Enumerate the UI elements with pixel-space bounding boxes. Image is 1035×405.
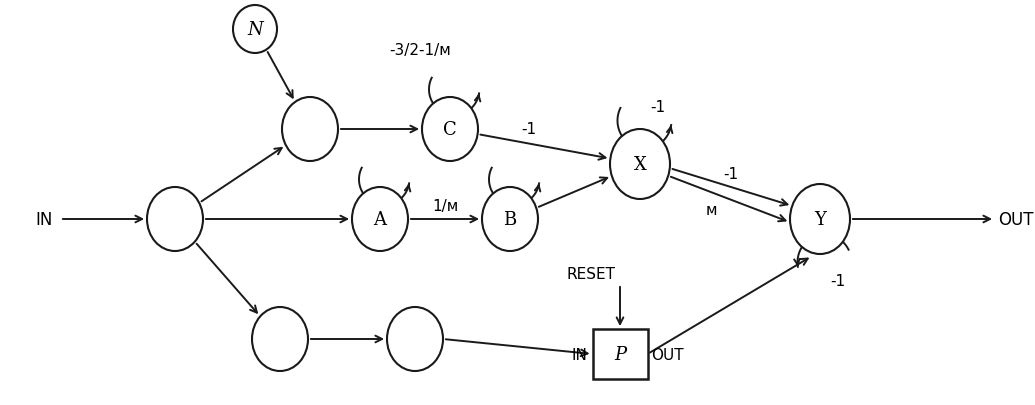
Text: N: N xyxy=(247,21,263,39)
Text: -1: -1 xyxy=(650,99,666,114)
Ellipse shape xyxy=(252,307,308,371)
Ellipse shape xyxy=(147,188,203,252)
Text: -1: -1 xyxy=(723,166,739,181)
Ellipse shape xyxy=(233,6,277,54)
Text: Y: Y xyxy=(815,211,826,228)
Text: A: A xyxy=(374,211,386,228)
Text: м: м xyxy=(706,202,717,217)
Ellipse shape xyxy=(282,98,338,162)
Ellipse shape xyxy=(610,130,670,200)
Text: -1: -1 xyxy=(830,274,846,289)
Ellipse shape xyxy=(790,185,850,254)
Text: -1: -1 xyxy=(522,122,536,136)
Ellipse shape xyxy=(422,98,478,162)
Text: OUT: OUT xyxy=(651,347,684,362)
Text: 1/м: 1/м xyxy=(432,198,459,213)
Text: -3/2-1/м: -3/2-1/м xyxy=(389,43,451,58)
Text: OUT: OUT xyxy=(998,211,1034,228)
Text: RESET: RESET xyxy=(567,266,616,281)
Text: X: X xyxy=(633,156,647,174)
Ellipse shape xyxy=(352,188,408,252)
Text: IN: IN xyxy=(35,211,53,228)
Text: P: P xyxy=(614,345,626,363)
Ellipse shape xyxy=(482,188,538,252)
Text: B: B xyxy=(503,211,516,228)
Ellipse shape xyxy=(387,307,443,371)
Bar xyxy=(592,329,648,379)
Text: C: C xyxy=(443,121,456,139)
Text: IN: IN xyxy=(571,347,588,362)
